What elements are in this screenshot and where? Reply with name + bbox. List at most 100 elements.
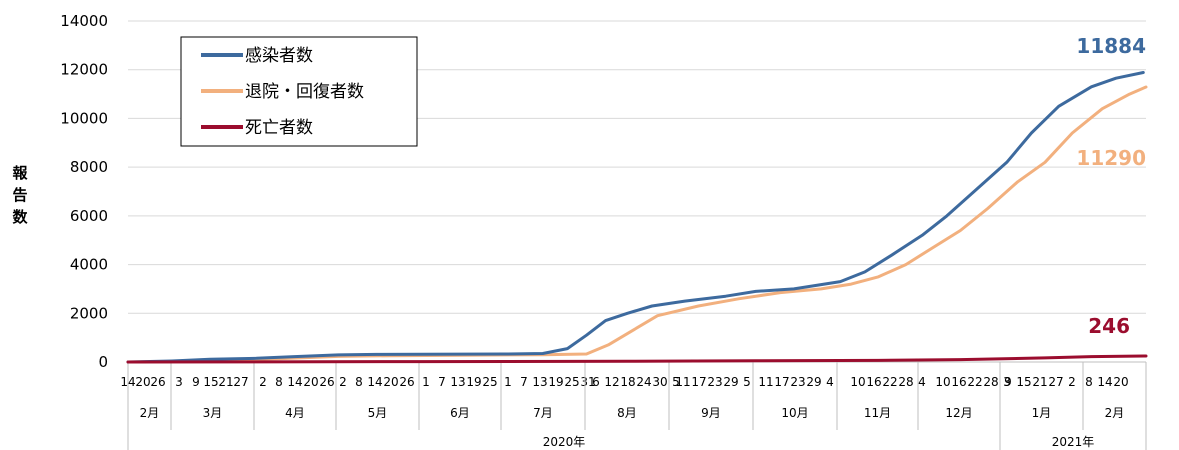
x-day-label: 22 bbox=[882, 375, 897, 389]
x-day-label: 14 bbox=[1097, 375, 1112, 389]
x-day-label: 3 bbox=[1003, 375, 1011, 389]
x-day-label: 11 bbox=[675, 375, 690, 389]
x-day-label: 8 bbox=[275, 375, 283, 389]
x-day-label: 29 bbox=[806, 375, 821, 389]
y-tick-label: 2000 bbox=[70, 304, 108, 322]
x-day-label: 9 bbox=[192, 375, 200, 389]
x-day-label: 5 bbox=[743, 375, 751, 389]
x-day-label: 16 bbox=[951, 375, 966, 389]
x-day-label: 26 bbox=[319, 375, 334, 389]
x-month-label: 1月 bbox=[1032, 406, 1052, 420]
y-axis-label: 報告数 bbox=[12, 164, 28, 226]
x-month-label: 11月 bbox=[864, 406, 891, 420]
x-day-label: 20 bbox=[135, 375, 150, 389]
x-day-label: 16 bbox=[866, 375, 881, 389]
x-month-label: 2月 bbox=[140, 406, 160, 420]
x-month-label: 8月 bbox=[617, 406, 637, 420]
x-day-label: 10 bbox=[935, 375, 950, 389]
x-day-label: 4 bbox=[918, 375, 926, 389]
end-label-infected: 11884 bbox=[1076, 34, 1146, 58]
y-tick-label: 10000 bbox=[60, 109, 108, 127]
x-day-label: 28 bbox=[983, 375, 998, 389]
x-day-label: 31 bbox=[580, 375, 595, 389]
y-tick-label: 6000 bbox=[70, 207, 108, 225]
y-tick-label: 14000 bbox=[60, 12, 108, 30]
x-day-label: 1 bbox=[422, 375, 430, 389]
x-day-label: 25 bbox=[564, 375, 579, 389]
series-line-deaths bbox=[126, 354, 1148, 364]
x-month-label: 7月 bbox=[533, 406, 553, 420]
x-day-label: 23 bbox=[707, 375, 722, 389]
x-year-label: 2020年 bbox=[543, 435, 586, 449]
x-day-label: 19 bbox=[466, 375, 481, 389]
x-year-label: 2021年 bbox=[1052, 435, 1095, 449]
x-month-label: 6月 bbox=[450, 406, 470, 420]
x-day-label: 1 bbox=[504, 375, 512, 389]
y-tick-label: 0 bbox=[98, 353, 108, 371]
legend-label-recovered: 退院・回復者数 bbox=[245, 82, 364, 102]
x-month-label: 12月 bbox=[945, 406, 972, 420]
x-day-label: 9 bbox=[1004, 375, 1012, 389]
x-month-label: 10月 bbox=[781, 406, 808, 420]
x-axis: 14 20 26 3 9 15 21 27 2 8 14 20 26 2 8 14 20 26 1 7 13 19 25 1 7… bbox=[120, 362, 1147, 450]
x-day-label: 24 bbox=[636, 375, 651, 389]
x-day-label: 3 bbox=[175, 375, 183, 389]
x-day-label: 15 bbox=[203, 375, 218, 389]
x-day-label: 11 bbox=[758, 375, 773, 389]
x-day-label: 5 bbox=[672, 375, 680, 389]
x-day-label: 15 bbox=[1016, 375, 1031, 389]
x-day-label: 23 bbox=[790, 375, 805, 389]
x-day-label: 27 bbox=[1048, 375, 1063, 389]
x-day-label: 6 bbox=[592, 375, 600, 389]
x-day-label: 17 bbox=[691, 375, 706, 389]
x-day-label: 8 bbox=[355, 375, 363, 389]
x-day-label: 29 bbox=[723, 375, 738, 389]
legend: 感染者数 退院・回復者数 死亡者数 bbox=[180, 36, 418, 147]
x-day-label: 28 bbox=[898, 375, 913, 389]
x-day-label: 18 bbox=[620, 375, 635, 389]
x-month-label: 5月 bbox=[368, 406, 388, 420]
x-day-label: 12 bbox=[604, 375, 619, 389]
x-day-label: 30 bbox=[652, 375, 667, 389]
x-day-label: 14 bbox=[287, 375, 302, 389]
series-lines bbox=[126, 71, 1148, 364]
x-day-label: 19 bbox=[548, 375, 563, 389]
end-label-deaths: 246 bbox=[1088, 314, 1130, 338]
x-day-label: 13 bbox=[450, 375, 465, 389]
x-day-label: 25 bbox=[482, 375, 497, 389]
x-day-label: 4 bbox=[826, 375, 834, 389]
y-axis: 0 2000 4000 6000 8000 10000 12000 14000 bbox=[60, 12, 108, 371]
y-tick-label: 8000 bbox=[70, 158, 108, 176]
x-day-label: 27 bbox=[233, 375, 248, 389]
x-day-label: 20 bbox=[1113, 375, 1128, 389]
x-day-label: 26 bbox=[399, 375, 414, 389]
x-month-label: 9月 bbox=[701, 406, 721, 420]
x-month-label: 2月 bbox=[1105, 406, 1125, 420]
x-day-label: 8 bbox=[1085, 375, 1093, 389]
x-day-label: 7 bbox=[438, 375, 446, 389]
series-line-infected bbox=[126, 71, 1145, 364]
x-day-label: 17 bbox=[774, 375, 789, 389]
x-day-label: 21 bbox=[1032, 375, 1047, 389]
x-day-label: 14 bbox=[367, 375, 382, 389]
x-month-label: 3月 bbox=[203, 406, 223, 420]
x-day-label: 13 bbox=[532, 375, 547, 389]
x-day-label: 20 bbox=[303, 375, 318, 389]
legend-label-deaths: 死亡者数 bbox=[245, 118, 313, 138]
x-day-label: 21 bbox=[218, 375, 233, 389]
end-labels: 11884 11290 246 bbox=[1076, 34, 1146, 338]
legend-label-infected: 感染者数 bbox=[245, 46, 313, 66]
x-day-label: 7 bbox=[520, 375, 528, 389]
y-tick-label: 4000 bbox=[70, 256, 108, 274]
x-month-label: 4月 bbox=[285, 406, 305, 420]
x-day-label: 20 bbox=[383, 375, 398, 389]
x-day-label: 2 bbox=[339, 375, 347, 389]
x-day-label: 10 bbox=[850, 375, 865, 389]
end-label-recovered: 11290 bbox=[1076, 146, 1146, 170]
y-tick-label: 12000 bbox=[60, 61, 108, 79]
x-day-label: 2 bbox=[1068, 375, 1076, 389]
x-day-label: 26 bbox=[150, 375, 165, 389]
x-day-label: 22 bbox=[967, 375, 982, 389]
x-day-label: 2 bbox=[259, 375, 267, 389]
